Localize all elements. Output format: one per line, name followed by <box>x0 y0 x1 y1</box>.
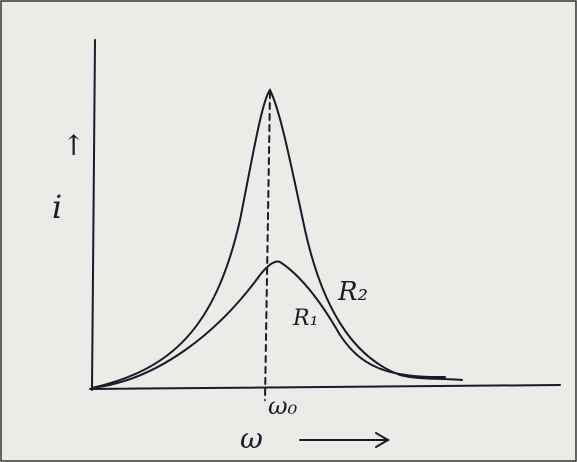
peak-label: ω₀ <box>268 392 298 420</box>
omega-arrow-head <box>375 432 390 448</box>
y-axis <box>91 39 96 391</box>
curve-r1 <box>91 260 446 389</box>
curve-label: R₂ <box>337 277 368 307</box>
curve-label: R₁ <box>292 306 318 331</box>
x-label: ω <box>240 422 263 455</box>
peak-line <box>264 91 271 401</box>
y-arrow: ↑ <box>62 129 85 162</box>
x-axis <box>89 384 561 390</box>
y-label: i <box>52 188 62 226</box>
curve-r2 <box>91 88 463 389</box>
